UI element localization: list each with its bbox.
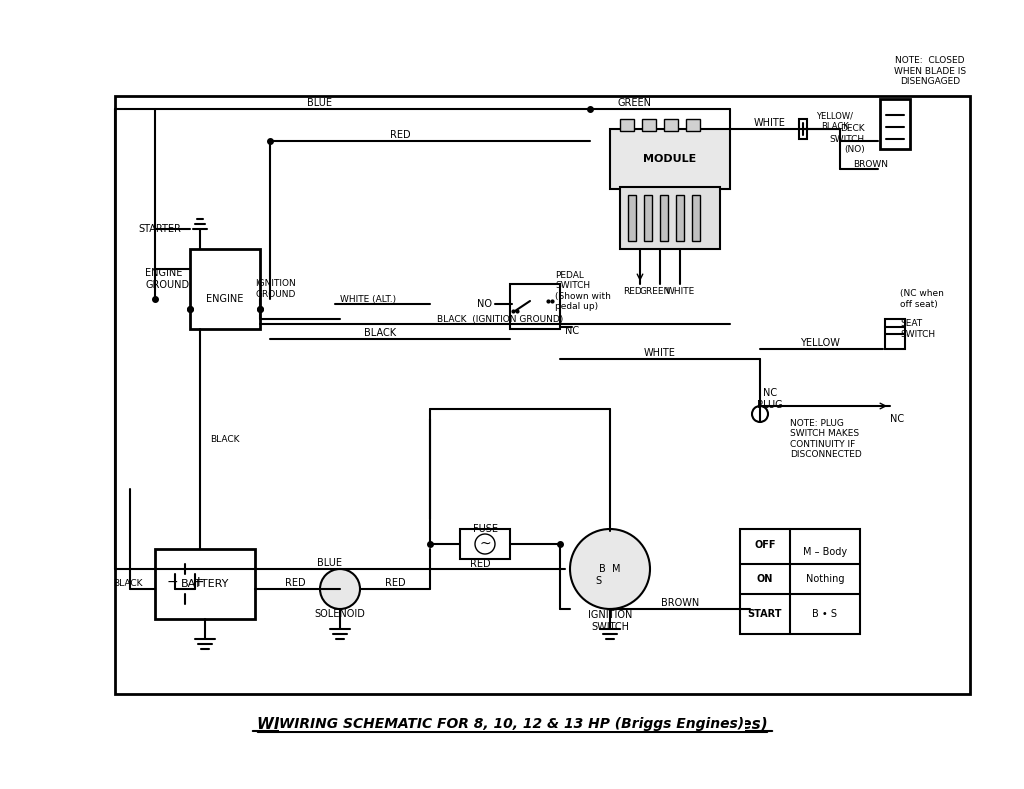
Bar <box>620 187 720 249</box>
Text: IGNITION
GROUND: IGNITION GROUND <box>255 279 296 299</box>
Text: MODULE: MODULE <box>643 154 696 164</box>
Text: RED: RED <box>470 559 490 569</box>
Bar <box>628 195 636 241</box>
Text: GREEN: GREEN <box>618 98 652 108</box>
Bar <box>190 249 260 329</box>
Circle shape <box>475 534 495 554</box>
Text: RED: RED <box>385 578 406 588</box>
Text: BROWN: BROWN <box>660 598 699 608</box>
Text: BLUE: BLUE <box>307 98 333 108</box>
Text: −: − <box>166 575 178 589</box>
Text: M – Body: M – Body <box>803 547 847 557</box>
Text: WHITE: WHITE <box>754 118 786 128</box>
Text: BLUE: BLUE <box>317 558 342 568</box>
Text: SOLENOID: SOLENOID <box>314 609 366 619</box>
Text: WHITE: WHITE <box>644 348 676 358</box>
Text: ENGINE: ENGINE <box>206 294 244 304</box>
Text: +: + <box>193 575 204 589</box>
Text: BLACK: BLACK <box>364 328 396 338</box>
Bar <box>885 319 905 349</box>
Text: START: START <box>748 609 782 619</box>
Text: SEAT
SWITCH: SEAT SWITCH <box>900 320 935 338</box>
Bar <box>686 119 700 131</box>
Text: NOTE: PLUG
SWITCH MAKES
CONTINUITY IF
DISCONNECTED: NOTE: PLUG SWITCH MAKES CONTINUITY IF DI… <box>790 419 862 459</box>
Text: DECK
SWITCH
(NO): DECK SWITCH (NO) <box>829 124 865 154</box>
Text: YELLOW/
BLACK: YELLOW/ BLACK <box>816 111 853 131</box>
Circle shape <box>570 529 650 609</box>
Text: RED: RED <box>623 286 641 296</box>
Bar <box>610 129 730 189</box>
Bar <box>510 284 560 329</box>
Text: ~: ~ <box>479 537 490 551</box>
Text: NO: NO <box>477 299 492 309</box>
Text: BROWN: BROWN <box>853 159 888 169</box>
Bar <box>460 529 510 559</box>
Bar <box>660 195 668 241</box>
Bar <box>880 99 910 149</box>
Text: Nothing: Nothing <box>806 574 844 584</box>
Bar <box>620 119 634 131</box>
Text: OFF: OFF <box>755 540 776 550</box>
Text: IGNITION
SWITCH: IGNITION SWITCH <box>588 610 632 632</box>
Text: FUSE: FUSE <box>472 524 498 534</box>
Text: NC: NC <box>565 326 580 336</box>
Text: NC
PLUG: NC PLUG <box>757 388 782 409</box>
Text: BLACK: BLACK <box>210 435 240 443</box>
Text: STARTER: STARTER <box>138 224 181 234</box>
Text: GREEN: GREEN <box>639 286 671 296</box>
Bar <box>692 195 700 241</box>
Text: PEDAL
SWITCH
(Shown with
pedal up): PEDAL SWITCH (Shown with pedal up) <box>555 271 611 311</box>
Text: (NC when
off seat): (NC when off seat) <box>900 290 944 308</box>
Text: S: S <box>595 576 601 586</box>
Circle shape <box>319 569 360 609</box>
Text: WIRING SCHEMATIC FOR 8, 10, 12 & 13 HP (Briggs Engines): WIRING SCHEMATIC FOR 8, 10, 12 & 13 HP (… <box>257 716 767 731</box>
Text: NC: NC <box>890 414 904 424</box>
Text: B  M: B M <box>599 564 621 574</box>
Bar <box>115 96 970 694</box>
Bar <box>676 195 684 241</box>
Bar <box>664 119 678 131</box>
Text: B • S: B • S <box>812 609 838 619</box>
Bar <box>799 119 807 139</box>
Text: WHITE: WHITE <box>666 286 694 296</box>
Bar <box>155 549 255 619</box>
Text: RED: RED <box>285 578 305 588</box>
Text: RED: RED <box>390 130 411 140</box>
Bar <box>740 529 860 634</box>
Text: WHITE (ALT.): WHITE (ALT.) <box>340 294 396 304</box>
Text: BATTERY: BATTERY <box>181 579 229 589</box>
Text: NOTE:  CLOSED
WHEN BLADE IS
DISENGAGED: NOTE: CLOSED WHEN BLADE IS DISENGAGED <box>894 56 966 86</box>
Text: BLACK  (IGNITION GROUND): BLACK (IGNITION GROUND) <box>437 315 563 323</box>
Bar <box>642 119 656 131</box>
Text: YELLOW: YELLOW <box>800 338 840 348</box>
Text: WIRING SCHEMATIC FOR 8, 10, 12 & 13 HP (Briggs Engines): WIRING SCHEMATIC FOR 8, 10, 12 & 13 HP (… <box>280 717 744 731</box>
Text: BLACK: BLACK <box>114 579 143 589</box>
Text: ON: ON <box>757 574 773 584</box>
Text: ENGINE
GROUND: ENGINE GROUND <box>145 268 189 290</box>
Bar <box>644 195 652 241</box>
